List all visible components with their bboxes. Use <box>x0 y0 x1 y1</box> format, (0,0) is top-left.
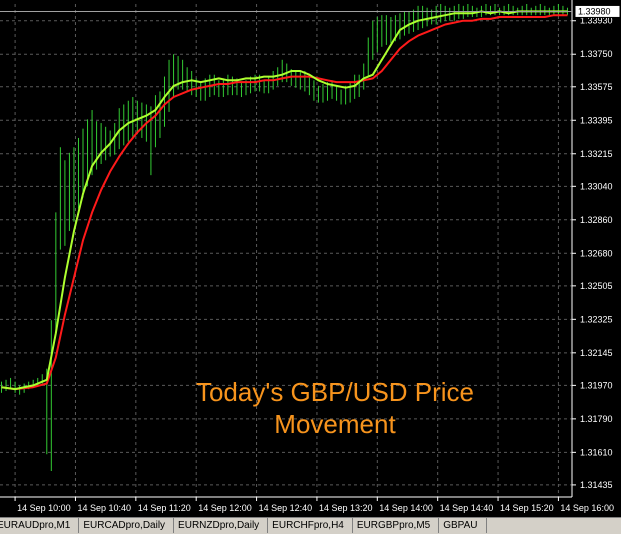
chart-canvas[interactable]: 1.33930 1.33750 1.33575 1.33395 1.33215 1.330… <box>0 0 621 517</box>
price-tick-label: 1.32325 <box>580 314 613 324</box>
price-tick-label: 1.33040 <box>580 181 613 191</box>
chart-tab-bar: EURAUDpro,M1 EURCADpro,Daily EURNZDpro,D… <box>0 517 621 534</box>
price-tick-label: 1.33395 <box>580 115 613 125</box>
moving-averages <box>1 10 568 391</box>
time-axis: 14 Sep 10:00 14 Sep 10:40 14 Sep 11:20 14 S… <box>14 497 614 513</box>
tab-eurnzd-daily[interactable]: EURNZDpro,Daily <box>174 518 269 533</box>
price-tick-label: 1.32145 <box>580 348 613 358</box>
time-tick-label: 14 Sep 13:20 <box>319 503 373 513</box>
tab-euraud-m1[interactable]: EURAUDpro,M1 <box>0 518 80 533</box>
price-tick-label: 1.31790 <box>580 414 613 424</box>
tab-eurcad-daily[interactable]: EURCADpro,Daily <box>79 518 175 533</box>
series-line-slow-ma <box>1 14 568 391</box>
price-tick-label: 1.32680 <box>580 248 613 258</box>
time-tick-label: 14 Sep 14:00 <box>379 503 433 513</box>
price-tick-label: 1.33930 <box>580 16 613 26</box>
time-tick-label: 14 Sep 10:00 <box>17 503 71 513</box>
time-tick-label: 14 Sep 16:00 <box>560 503 614 513</box>
price-tick-label: 1.33575 <box>580 82 613 92</box>
time-tick-label: 14 Sep 15:20 <box>500 503 554 513</box>
tab-eurchf-h4[interactable]: EURCHFpro,H4 <box>268 518 353 533</box>
time-tick-label: 14 Sep 12:40 <box>259 503 313 513</box>
price-tick-label: 1.32505 <box>580 281 613 291</box>
price-tick-label: 1.33215 <box>580 149 613 159</box>
grid <box>0 0 573 498</box>
price-tick-label: 1.32860 <box>580 215 613 225</box>
time-tick-label: 14 Sep 11:20 <box>138 503 191 513</box>
price-axis: 1.33930 1.33750 1.33575 1.33395 1.33215 1.330… <box>572 4 621 490</box>
series-line-fast-ma <box>1 10 568 391</box>
time-tick-label: 14 Sep 12:00 <box>198 503 252 513</box>
price-tick-label: 1.31610 <box>580 447 613 457</box>
price-tick-label: 1.33750 <box>580 49 613 59</box>
price-tick-label: 1.31435 <box>580 480 613 490</box>
current-price-box <box>574 4 621 18</box>
current-price-label: 1.33980 <box>578 6 611 16</box>
time-tick-label: 14 Sep 14:40 <box>440 503 494 513</box>
time-tick-label: 14 Sep 10:40 <box>77 503 131 513</box>
price-tick-label: 1.31970 <box>580 380 613 390</box>
price-chart[interactable]: 1.33930 1.33750 1.33575 1.33395 1.33215 1.330… <box>0 0 621 517</box>
tab-gbpau[interactable]: GBPAU <box>439 518 487 533</box>
tab-eurgbp-m5[interactable]: EURGBPpro,M5 <box>353 518 440 533</box>
